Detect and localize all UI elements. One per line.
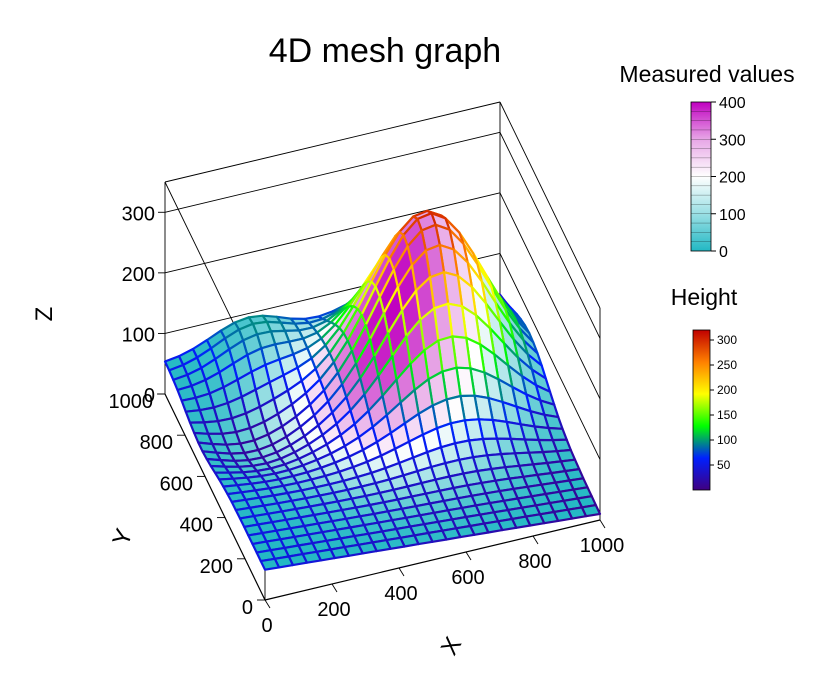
colorbar-tick-label: 250 xyxy=(717,358,737,372)
colorbar-tick-label: 200 xyxy=(719,170,746,187)
z-gridline xyxy=(499,192,601,400)
x-tick-mark xyxy=(398,567,405,577)
chart-title: 4D mesh graph xyxy=(269,32,501,70)
x-tick-mark xyxy=(599,519,606,529)
y-tick-label: 1000 xyxy=(109,391,154,413)
x-axis-line xyxy=(264,519,601,601)
measured-values-colorbar-bands xyxy=(691,111,711,242)
mesh-surface xyxy=(163,209,602,571)
height-colorbar-gradient xyxy=(692,329,711,491)
box-edge xyxy=(499,101,601,309)
colorbar-tick-label: 0 xyxy=(719,244,728,261)
z-axis-label: Z xyxy=(31,307,58,322)
y-axis-label: Y xyxy=(108,525,139,549)
colorbar-tick-label: 150 xyxy=(717,408,737,422)
measured-values-colorbar: Measured values 0 100 200 300 400 xyxy=(619,61,794,261)
height-colorbar-title: Height xyxy=(671,284,738,310)
x-tick-mark xyxy=(532,535,539,545)
z-gridline xyxy=(499,253,601,460)
mesh-cell xyxy=(184,409,206,424)
colorbar-tick-label: 50 xyxy=(717,458,731,472)
y-tick-label: 400 xyxy=(180,515,213,537)
mesh-cell xyxy=(259,557,281,571)
z-tick-label: 0 xyxy=(144,385,155,407)
y-tick-label: 200 xyxy=(200,556,233,578)
x-axis-label: X xyxy=(436,633,467,660)
axis-ticks: 0200400600800100002004006008001000010020… xyxy=(109,203,625,637)
colorbar-tick-label: 300 xyxy=(719,132,746,149)
x-tick-label: 200 xyxy=(317,599,350,621)
z-gridline xyxy=(164,131,501,213)
y-tick-label: 600 xyxy=(160,473,193,495)
y-axis-line xyxy=(164,393,266,601)
z-tick-label: 300 xyxy=(122,203,155,225)
z-gridline xyxy=(499,132,601,339)
mesh-cell xyxy=(188,421,210,435)
x-tick-label: 400 xyxy=(384,583,417,605)
colorbar-tick-label: 100 xyxy=(717,433,737,447)
x-tick-label: 800 xyxy=(518,551,551,573)
colorbar-tick-label: 300 xyxy=(717,333,737,347)
colorbar-tick-label: 400 xyxy=(719,95,746,112)
measured-values-colorbar-ticks: 0 100 200 300 400 xyxy=(711,95,746,261)
colorbar-tick-label: 200 xyxy=(717,383,737,397)
z-gridline xyxy=(164,192,501,274)
x-tick-label: 0 xyxy=(261,615,272,637)
x-tick-mark xyxy=(264,599,271,609)
height-colorbar-ticks: 50 100 150 200 250 300 xyxy=(710,333,737,472)
z-tick-label: 200 xyxy=(122,264,155,286)
x-tick-mark xyxy=(331,583,338,593)
axis-box-front xyxy=(164,393,601,601)
measured-values-colorbar-title: Measured values xyxy=(619,61,794,87)
height-colorbar: Height 50 100 150 200 250 300 xyxy=(671,284,738,491)
z-tick-label: 100 xyxy=(122,324,155,346)
x-tick-label: 600 xyxy=(451,567,484,589)
y-tick-label: 0 xyxy=(242,597,253,619)
box-edge xyxy=(164,101,501,183)
x-tick-mark xyxy=(465,551,472,561)
colorbar-tick-label: 100 xyxy=(719,207,746,224)
y-tick-label: 800 xyxy=(140,432,173,454)
x-tick-label: 1000 xyxy=(580,535,625,557)
